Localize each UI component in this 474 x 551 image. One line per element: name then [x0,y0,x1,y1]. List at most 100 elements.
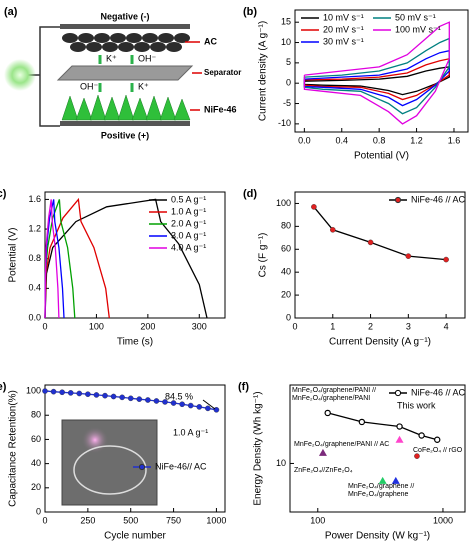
x-tick-label: 0.8 [373,135,386,145]
nife-layer [61,94,191,121]
y-tick-label: 0.8 [28,253,41,263]
x-axis-label: Cycle number [104,531,166,542]
y-tick-label: 40 [31,458,41,468]
marker [367,239,374,246]
electrode [60,24,190,29]
point-label: MnFe₂O₄/graphene // MnFe₂O₄/graphene [348,483,415,498]
ac-layer [62,33,190,52]
series-line [303,66,450,96]
annotation-arrow [202,399,216,410]
marker [102,392,108,399]
x-tick-label: 1.2 [410,135,423,145]
point-label: MnFe₂O₄/graphene/PANI // AC [294,441,390,448]
x-tick-label: 0 [42,515,47,525]
legend-marker [138,463,146,471]
x-tick-label: 4 [444,321,449,331]
x-tick-label: 250 [80,515,95,525]
series-line [303,37,450,115]
legend-marker [394,196,402,204]
x-tick-label: 1.6 [448,135,461,145]
legend-label: NiFe-46 // AC [411,194,466,204]
marker [110,393,117,400]
y-tick-label: 10 [276,458,286,468]
x-axis-label: Time (s) [117,337,153,348]
point-label-box: MnFe₂O₄/graphene // MnFe₂O₄/graphene [348,483,415,498]
y-axis-label: Potential (V) [8,227,19,282]
annotation: 1.0 A g⁻¹ [173,427,208,437]
schematic: (a) Negative (-) AC Separator K⁺ OH⁻ OH⁻… [4,6,241,140]
x-tick-label: 100 [89,321,104,331]
legend-label: 10 mV s⁻¹ [323,12,364,22]
point-label: ZnFe₂O₄//ZnFe₂O₄ [294,467,353,474]
y-tick-label: 40 [281,267,291,277]
ion-arrow [98,55,134,92]
marker [67,390,74,396]
y-tick-label: 60 [31,434,41,444]
marker [50,388,57,395]
point-label-box: ZnFe₂O₄//ZnFe₂O₄ [294,467,353,474]
marker [418,432,425,439]
panel-label: (b) [243,6,257,18]
marker [318,448,327,456]
y-tick-label: 0 [286,312,291,322]
y-tick-label: -5 [283,98,291,108]
x-tick-label: 0 [42,321,47,331]
layer-label: NiFe-46 [204,104,237,114]
series-line [44,197,110,319]
marker [145,397,151,403]
layer-label: Separator [204,68,241,77]
y-tick-label: 15 [281,17,291,27]
y-tick-label: 1.2 [28,223,41,233]
x-tick-label: 200 [140,321,155,331]
y-axis-label: Energy Density (Wh kg⁻¹) [253,391,264,505]
series-line [303,57,450,101]
panel-label: (d) [243,188,257,200]
marker [358,418,366,426]
legend-label: NiFe-46 // AC [411,387,466,397]
x-tick-label: 1000 [206,515,226,525]
y-tick-label: 0.0 [28,312,41,322]
plot-frame [294,191,466,319]
legend-label: 20 mV s⁻¹ [323,24,364,34]
annotation: This work [397,400,436,410]
plot-frame [294,9,469,133]
plot-frame [44,384,226,513]
marker [119,394,125,401]
marker [196,404,203,410]
layer-label: AC [204,36,217,46]
wire [39,26,60,127]
x-tick-label: 500 [123,515,138,525]
panel-label: (c) [0,188,7,200]
panel-label: (e) [0,381,7,393]
x-axis-label: Current Density (A g⁻¹) [329,337,431,348]
marker [434,436,441,443]
y-tick-label: -10 [278,118,291,128]
marker [85,391,91,397]
legend-label: 0.5 A g⁻¹ [171,194,206,204]
marker [378,476,387,484]
point-label: CoFe₂O₄ // rGO [413,447,463,454]
y-tick-label: 20 [281,289,291,299]
point-label-box: MnFe₂O₄/graphene/PANI // MnFe₂O₄/graphen… [292,387,376,402]
series-line [303,21,450,125]
marker [391,476,400,484]
panel-label: (a) [4,6,18,18]
panel-label: (f) [238,381,249,393]
marker [443,256,449,263]
marker [329,226,336,233]
legend-label: 2.0 A g⁻¹ [171,218,206,228]
x-tick-label: 1000 [433,515,453,525]
y-tick-label: 10 [281,37,291,47]
legend-label: 4.0 A g⁻¹ [171,242,206,252]
y-axis-label: Cs (F g⁻¹) [258,233,269,278]
y-tick-label: 0.4 [28,283,41,293]
y-tick-label: 20 [31,482,41,492]
marker [162,399,168,405]
legend-label: NiFe-46// AC [155,461,207,471]
marker [153,398,160,404]
y-tick-label: 60 [281,244,291,254]
x-axis-label: Potential (V) [354,151,409,162]
x-tick-label: 0.4 [335,135,348,145]
legend-label: 1.0 A g⁻¹ [171,206,206,216]
